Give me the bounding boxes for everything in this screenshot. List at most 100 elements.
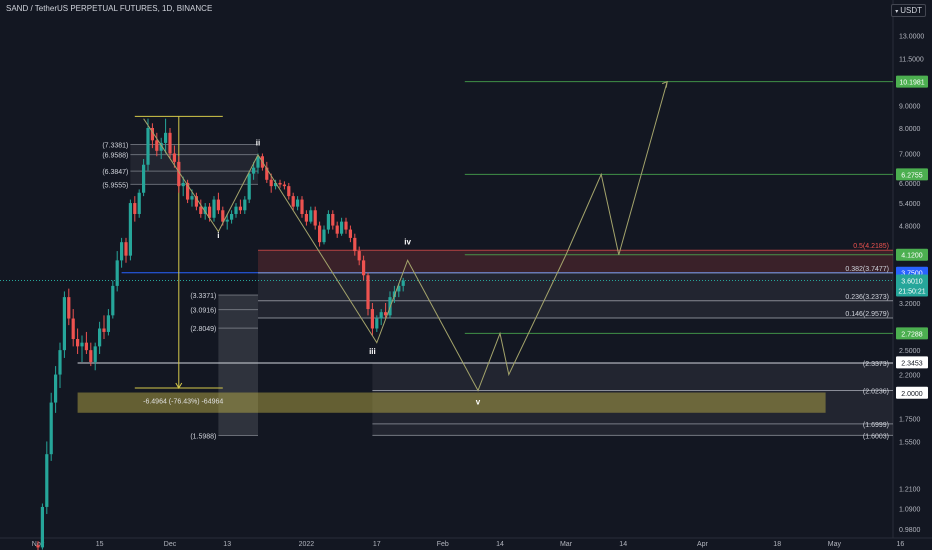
y-tick-label: 1.2100 [899, 487, 921, 494]
y-tick-label: 1.5500 [899, 439, 921, 446]
currency-label: USDT [900, 6, 922, 15]
candle-body [49, 402, 53, 455]
candle-body [300, 199, 304, 214]
upper-fib-zone [130, 144, 258, 185]
y-tick-label: 7.0000 [899, 152, 921, 159]
white-price-badge: 2.3453 [901, 360, 923, 367]
candle-body [36, 545, 40, 548]
target-price-badge-bg [896, 168, 928, 181]
candle-body [362, 260, 366, 276]
level-price-badge-bg [896, 386, 928, 399]
x-tick-label: 15 [96, 541, 104, 548]
measure-label: -6.4964 (-76.43%) -64964 [143, 399, 223, 406]
candle-body [309, 210, 313, 222]
candle-body [40, 506, 44, 548]
candle-body [45, 454, 49, 507]
candle-body [278, 182, 282, 185]
wave-label: i [217, 231, 219, 240]
right-level-label: (1.6003) [863, 433, 889, 440]
candle-body [322, 229, 326, 243]
candle-body [199, 206, 203, 214]
y-tick-label: 0.9800 [899, 527, 921, 534]
candle-body [313, 210, 317, 226]
candle-body [256, 156, 260, 168]
middle-fib-label: (1.5988) [190, 434, 216, 441]
target-price-badge: 10.1981 [899, 80, 924, 87]
y-tick-label: 8.0000 [899, 126, 921, 133]
candle-body [208, 206, 212, 218]
y-tick-label: 13.0000 [899, 33, 924, 40]
upper-fib-label: (6.3847) [102, 169, 128, 176]
level-price-badge: 2.0000 [901, 391, 923, 398]
y-tick-label: 1.7500 [899, 416, 921, 423]
candle-body [186, 182, 190, 200]
candle-body [238, 206, 242, 211]
candle-body [67, 297, 71, 319]
candle-body [93, 346, 97, 362]
currency-selector[interactable]: ▾ USDT [891, 4, 926, 17]
lower-target-zone [372, 362, 893, 436]
x-tick-label: 2022 [299, 541, 315, 548]
candle-body [384, 312, 388, 316]
y-tick-label: 2.2000 [899, 373, 921, 380]
wave-label: ii [256, 138, 260, 147]
fib-level-label: 0.5(4.2185) [853, 243, 889, 250]
candle-body [379, 312, 383, 319]
candle-body [115, 260, 119, 286]
middle-fib-label: (3.0916) [190, 308, 216, 315]
candle-body [124, 242, 128, 256]
candle-body [243, 199, 247, 211]
candle-body [252, 167, 256, 174]
y-tick-label: 4.8000 [899, 224, 921, 231]
candle-body [168, 132, 172, 154]
y-tick-label: 6.0000 [899, 181, 921, 188]
candle-body [216, 199, 220, 211]
x-tick-label: Mar [560, 541, 573, 548]
target-price-badge-bg [896, 327, 928, 340]
candle-body [212, 199, 216, 218]
candle-body [304, 213, 308, 222]
x-tick-label: 17 [373, 541, 381, 548]
candle-body [146, 128, 150, 165]
fib-level-label: 0.236(3.2373) [845, 294, 889, 301]
middle-fib-label: (2.8049) [190, 326, 216, 333]
candle-body [172, 153, 176, 162]
candle-body [326, 213, 330, 230]
retracement-zone [258, 272, 893, 319]
white-price-badge-bg [896, 356, 928, 369]
candle-body [274, 182, 278, 187]
candle-body [203, 206, 207, 214]
target-price-badge: 2.7288 [901, 331, 923, 338]
candle-body [155, 140, 159, 151]
candle-body [370, 309, 374, 329]
right-level-label: (2.3373) [863, 361, 889, 368]
caret-down-icon: ▾ [895, 9, 899, 15]
candle-body [291, 196, 295, 207]
wave-label: iv [404, 237, 411, 246]
resistance-zone [258, 250, 893, 273]
candle-body [287, 186, 291, 197]
elliott-wave-path [143, 81, 668, 392]
last-price-badge-bg [896, 274, 928, 297]
x-tick-label: Dec [164, 541, 177, 548]
candle-body [71, 318, 75, 340]
target-price-badge: 4.1200 [901, 253, 923, 260]
last-price-badge: 3.6010 [901, 278, 923, 285]
y-tick-label: 11.5000 [899, 57, 924, 64]
x-tick-label: Feb [437, 541, 449, 548]
right-level-label: (2.0236) [863, 389, 889, 396]
y-tick-label: 3.2000 [899, 301, 921, 308]
middle-fib-label: (3.3371) [190, 293, 216, 300]
target-price-badge-bg [896, 248, 928, 261]
middle-projection-box [218, 294, 258, 436]
y-tick-label: 9.0000 [899, 104, 921, 111]
candle-body [340, 221, 344, 234]
candle-body [318, 225, 322, 243]
candle-body [133, 203, 137, 214]
x-tick-label: 14 [619, 541, 627, 548]
candle-body [357, 251, 361, 261]
candle-body [111, 285, 115, 316]
y-tick-label: 2.5000 [899, 348, 921, 355]
y-tick-label: 1.0900 [899, 507, 921, 514]
